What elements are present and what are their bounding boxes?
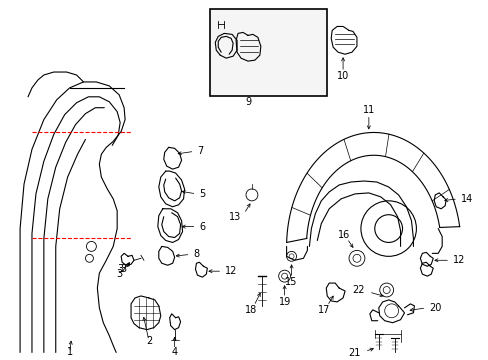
Text: 14: 14: [460, 194, 472, 204]
Text: 19: 19: [278, 297, 290, 307]
Text: 18: 18: [244, 305, 257, 315]
Text: 7: 7: [197, 146, 203, 156]
Text: 5: 5: [199, 189, 205, 199]
Text: 21: 21: [348, 348, 360, 359]
Text: 11: 11: [362, 105, 374, 115]
Text: 3: 3: [117, 264, 123, 274]
Text: 10: 10: [336, 71, 348, 81]
Text: 12: 12: [224, 266, 237, 276]
Text: 6: 6: [199, 222, 205, 231]
Text: 8: 8: [193, 249, 199, 259]
Text: 13: 13: [228, 212, 241, 222]
Text: 17: 17: [317, 305, 330, 315]
Bar: [210, 9, 326, 96]
Text: 16: 16: [337, 230, 349, 239]
Text: 3: 3: [116, 269, 122, 279]
Text: 4: 4: [171, 347, 177, 357]
Text: 20: 20: [428, 303, 441, 313]
Text: 1: 1: [66, 347, 73, 357]
Text: 3: 3: [120, 264, 126, 274]
Text: 12: 12: [452, 255, 465, 265]
Text: 9: 9: [244, 97, 250, 107]
Text: 2: 2: [145, 336, 152, 346]
Text: 22: 22: [352, 285, 364, 295]
Text: 15: 15: [285, 277, 297, 287]
